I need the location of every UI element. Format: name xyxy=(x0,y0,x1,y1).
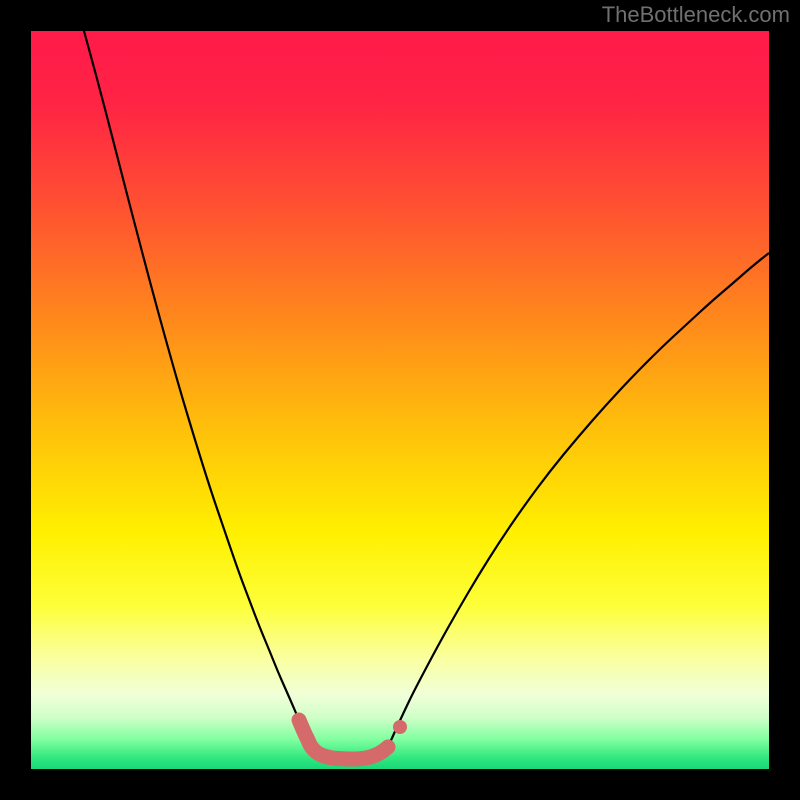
bottleneck-chart xyxy=(0,0,800,800)
watermark-text: TheBottleneck.com xyxy=(602,2,790,28)
chart-frame: TheBottleneck.com xyxy=(0,0,800,800)
gradient-plot-area xyxy=(31,31,769,769)
valley-marker-dot xyxy=(393,720,407,734)
